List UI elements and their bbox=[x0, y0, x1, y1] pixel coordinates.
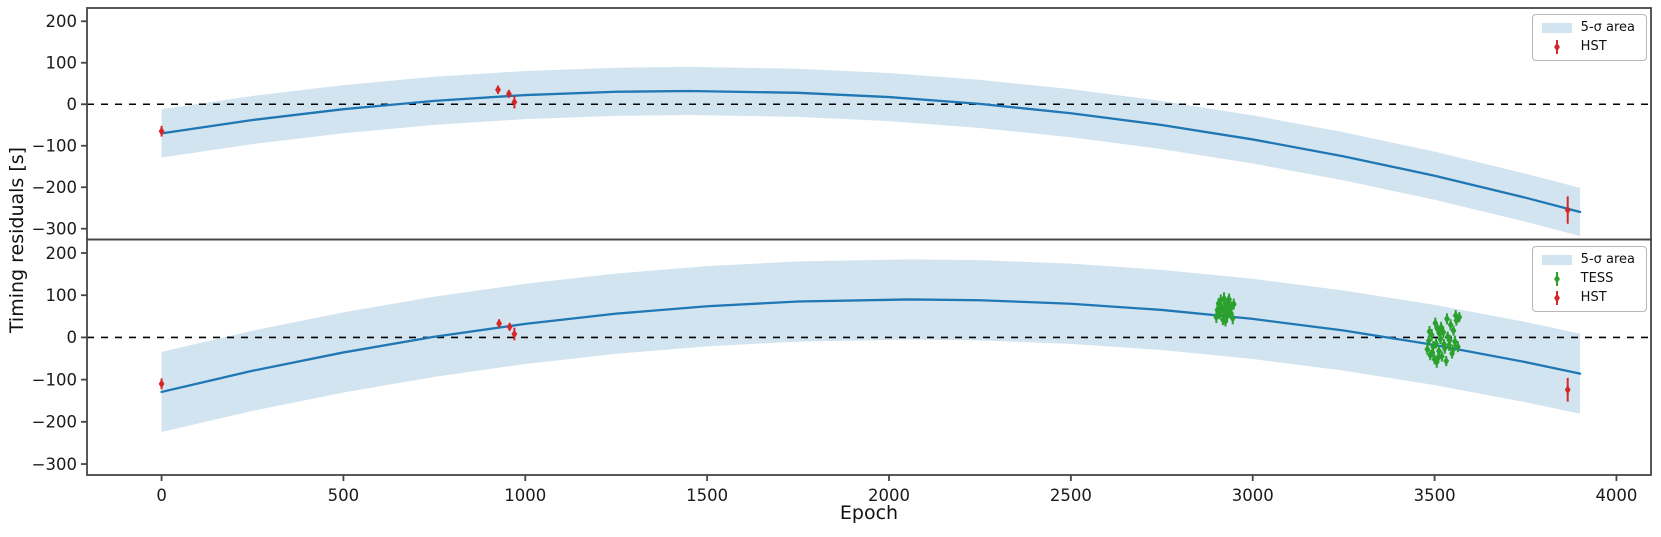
band-swatch-icon bbox=[1541, 23, 1572, 33]
data-point-marker bbox=[1441, 343, 1448, 353]
confidence-band bbox=[161, 259, 1581, 433]
data-point-marker bbox=[1449, 345, 1456, 355]
y-tick-label: 100 bbox=[46, 286, 78, 305]
data-point-marker bbox=[1425, 336, 1432, 346]
data-point-marker bbox=[1452, 337, 1458, 347]
legend-label: HST bbox=[1580, 290, 1607, 305]
y-tick-label: 200 bbox=[46, 244, 78, 263]
confidence-band bbox=[161, 66, 1581, 237]
legend-label: 5-σ area bbox=[1580, 20, 1635, 35]
hst-swatch-icon bbox=[1553, 291, 1560, 305]
data-point-marker bbox=[1428, 330, 1435, 340]
data-point-marker bbox=[1215, 299, 1222, 309]
y-tick-label: −200 bbox=[32, 413, 77, 432]
y-tick-label: −100 bbox=[32, 370, 77, 389]
y-tick-label: −300 bbox=[32, 219, 77, 238]
data-point-marker bbox=[1456, 312, 1463, 322]
y-tick-label: 0 bbox=[67, 95, 78, 114]
x-tick-label: 1000 bbox=[504, 486, 546, 505]
hst-series bbox=[158, 85, 1571, 224]
legend-entry-tess: TESS bbox=[1542, 271, 1635, 287]
data-point-marker bbox=[1437, 334, 1444, 344]
data-point-marker bbox=[496, 318, 502, 329]
bottom-panel-plot-area bbox=[87, 259, 1651, 433]
x-tick-label: 2500 bbox=[1050, 486, 1092, 505]
data-point-marker bbox=[1230, 299, 1237, 309]
legend-bottom-panel: 5-σ area TESS HST bbox=[1531, 246, 1647, 312]
x-tick-label: 1500 bbox=[686, 486, 728, 505]
data-point-marker bbox=[1440, 327, 1447, 337]
y-tick-label: −200 bbox=[32, 178, 77, 197]
tess-series bbox=[1213, 292, 1463, 368]
y-tick-label: 0 bbox=[67, 328, 78, 347]
data-point-marker bbox=[511, 97, 518, 107]
data-point-marker bbox=[1564, 205, 1571, 215]
data-point-marker bbox=[1223, 300, 1230, 310]
y-axis-label: Timing residuals [s] bbox=[6, 146, 28, 334]
hst-swatch-icon bbox=[1553, 40, 1560, 54]
data-point-marker bbox=[1431, 354, 1438, 364]
y-tick-label: −100 bbox=[32, 137, 77, 156]
legend-label: 5-σ area bbox=[1580, 252, 1635, 267]
data-point-marker bbox=[1438, 351, 1445, 362]
data-point-marker bbox=[1564, 385, 1571, 395]
data-point-marker bbox=[1429, 348, 1436, 358]
tess-swatch-icon bbox=[1553, 272, 1560, 286]
top-panel-plot-area bbox=[87, 66, 1651, 237]
y-tick-label: −300 bbox=[32, 455, 77, 474]
data-point-marker bbox=[495, 85, 501, 95]
data-point-marker bbox=[1446, 335, 1453, 345]
data-point-marker bbox=[1226, 304, 1233, 315]
top-panel-y-axis: 200 100 0 −100 −200 −300 bbox=[32, 12, 87, 238]
bottom-panel-y-axis: 200 100 0 −100 −200 −300 bbox=[32, 244, 87, 474]
hst-series bbox=[158, 318, 1571, 402]
data-point-marker bbox=[506, 89, 512, 99]
x-axis-label: Epoch bbox=[839, 502, 899, 524]
legend-entry-band: 5-σ area bbox=[1541, 20, 1635, 36]
x-tick-label: 2000 bbox=[868, 486, 910, 505]
y-tick-label: 200 bbox=[46, 12, 78, 31]
data-point-marker bbox=[511, 329, 518, 339]
band-swatch-icon bbox=[1541, 255, 1572, 265]
data-point-marker bbox=[1217, 295, 1224, 305]
model-curve bbox=[160, 298, 1582, 394]
data-point-marker bbox=[1430, 342, 1437, 352]
model-curve bbox=[160, 89, 1582, 214]
bottom-panel-frame bbox=[86, 238, 1652, 476]
x-tick-label: 500 bbox=[328, 486, 360, 505]
data-point-marker bbox=[1443, 356, 1450, 366]
x-axis: 0 500 1000 1500 2000 2500 3000 3500 4000 bbox=[156, 475, 1637, 505]
data-point-marker bbox=[1226, 294, 1232, 305]
data-point-marker bbox=[1424, 344, 1431, 354]
x-tick-label: 3000 bbox=[1232, 486, 1274, 505]
data-point-marker bbox=[1221, 293, 1227, 304]
data-point-marker bbox=[1436, 346, 1442, 356]
legend-label: TESS bbox=[1580, 271, 1614, 286]
data-point-marker bbox=[1229, 313, 1236, 324]
data-point-marker bbox=[1228, 302, 1235, 312]
data-point-marker bbox=[506, 322, 513, 332]
legend-entry-hst: HST bbox=[1542, 39, 1635, 55]
x-tick-label: 0 bbox=[156, 486, 167, 505]
data-point-marker bbox=[158, 126, 165, 136]
data-point-marker bbox=[158, 379, 165, 389]
data-point-marker bbox=[1447, 320, 1454, 330]
data-point-marker bbox=[1435, 353, 1442, 363]
data-point-marker bbox=[1450, 326, 1457, 336]
data-point-marker bbox=[1433, 338, 1439, 348]
y-tick-label: 100 bbox=[46, 54, 78, 73]
x-tick-label: 4000 bbox=[1595, 486, 1637, 505]
data-point-marker bbox=[1453, 315, 1460, 326]
legend-top-panel: 5-σ area HST bbox=[1531, 14, 1647, 61]
data-point-marker bbox=[1426, 326, 1433, 337]
data-point-marker bbox=[1444, 314, 1450, 324]
data-point-marker bbox=[1433, 357, 1440, 367]
x-tick-label: 3500 bbox=[1414, 486, 1456, 505]
legend-entry-hst: HST bbox=[1542, 290, 1635, 306]
legend-label: HST bbox=[1580, 39, 1607, 54]
data-point-marker bbox=[1454, 342, 1461, 352]
legend-entry-band: 5-σ area bbox=[1541, 252, 1635, 268]
